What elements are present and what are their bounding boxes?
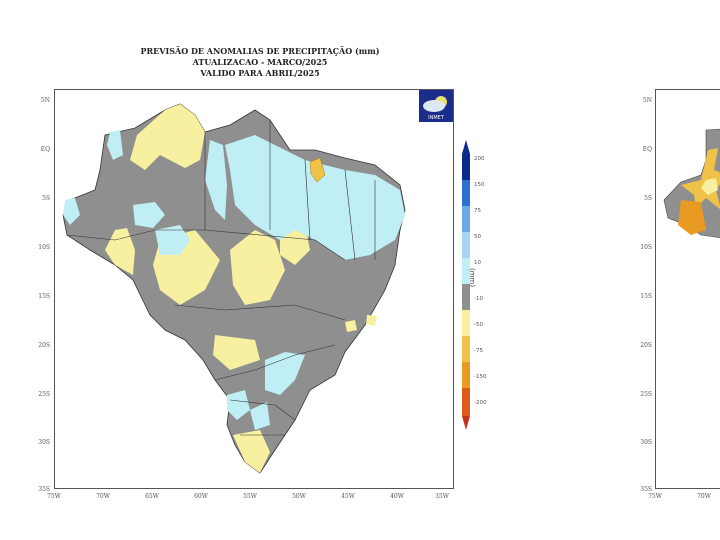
colorbar-label: 50 <box>474 234 481 240</box>
y-tick: 25S <box>38 391 50 398</box>
x-tick: 50W <box>292 493 306 500</box>
y-tick: 30S <box>38 439 50 446</box>
colorbar <box>462 140 470 430</box>
second-map-partial <box>663 128 720 239</box>
y-tick: 10S <box>38 244 50 251</box>
x-tick: 45W <box>341 493 355 500</box>
colorbar-label: -10 <box>474 296 483 302</box>
second-map-frame <box>655 89 720 489</box>
y-tick: EQ <box>642 146 652 153</box>
y-tick: 30S <box>640 439 652 446</box>
colorbar-label: 10 <box>474 260 481 266</box>
x-tick: 65W <box>145 493 159 500</box>
cloud-sun-icon: INMET <box>423 96 447 121</box>
y-tick: 15S <box>640 293 652 300</box>
x-tick: 75W <box>648 493 662 500</box>
y-tick: 20S <box>640 342 652 349</box>
brazil-anomaly-map <box>62 103 406 474</box>
y-tick: 35S <box>640 486 652 493</box>
title-line-3: VALIDO PARA ABRIL/2025 <box>200 68 320 78</box>
colorbar-label: -200 <box>474 400 487 406</box>
x-tick: 70W <box>96 493 110 500</box>
x-tick: 75W <box>47 493 61 500</box>
y-tick: EQ <box>40 146 50 153</box>
inmet-logo: INMET <box>419 90 453 122</box>
x-tick: 60W <box>194 493 208 500</box>
title-line-2: ATUALIZACAO - MARCO/2025 <box>192 57 328 67</box>
colorbar-unit: (mm) <box>468 268 476 288</box>
colorbar-label: -150 <box>474 374 487 380</box>
colorbar-label: 150 <box>474 182 485 188</box>
x-tick: 70W <box>697 493 711 500</box>
y-tick: 5N <box>642 97 652 104</box>
x-tick: 40W <box>390 493 404 500</box>
y-tick: 35S <box>38 486 50 493</box>
y-tick: 15S <box>38 293 50 300</box>
y-tick: 5N <box>40 97 50 104</box>
colorbar-label: -50 <box>474 322 483 328</box>
svg-text:INMET: INMET <box>428 115 445 121</box>
x-tick: 55W <box>243 493 257 500</box>
y-tick: 10S <box>640 244 652 251</box>
y-tick: 20S <box>38 342 50 349</box>
y-tick: 5S <box>644 195 652 202</box>
colorbar-label: 75 <box>474 208 481 214</box>
colorbar-label: 200 <box>474 156 485 162</box>
map-frame: INMET <box>54 89 454 489</box>
x-tick: 35W <box>435 493 449 500</box>
y-tick: 5S <box>42 195 50 202</box>
y-tick: 25S <box>640 391 652 398</box>
title-line-1: PREVISÃO DE ANOMALIAS DE PRECIPITAÇÃO (m… <box>140 46 380 56</box>
chart-title: PREVISÃO DE ANOMALIAS DE PRECIPITAÇÃO (m… <box>100 46 420 79</box>
colorbar-label: -75 <box>474 348 483 354</box>
